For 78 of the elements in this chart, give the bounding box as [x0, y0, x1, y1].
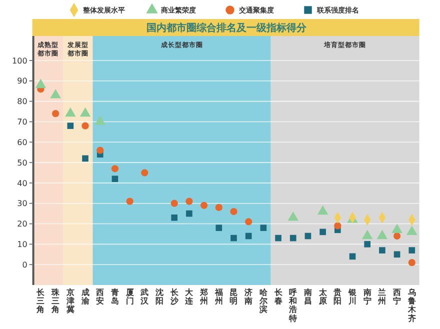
- point: [230, 208, 238, 216]
- x-tick-label: 兰州: [377, 288, 386, 306]
- point: [126, 198, 134, 205]
- x-tick-label: 福州: [214, 288, 223, 306]
- y-tick-label: 90: [17, 76, 28, 86]
- point: [349, 253, 356, 260]
- x-tick-label: 贵阳: [332, 288, 342, 306]
- point: [112, 176, 118, 182]
- x-tick-label: 银川: [347, 288, 358, 306]
- x-tick-label: 长三角: [36, 288, 46, 314]
- y-tick-label: 50: [17, 158, 28, 168]
- x-tick-label: 厦门: [124, 288, 134, 306]
- point: [141, 169, 148, 176]
- point: [334, 222, 342, 230]
- x-tick-label: 大连: [184, 288, 194, 306]
- point: [186, 210, 192, 217]
- x-tick-label: 南昌: [302, 288, 312, 306]
- y-tick-label: 0: [22, 260, 28, 270]
- y-tick-label: 70: [17, 118, 28, 127]
- point: [317, 205, 328, 215]
- point: [408, 247, 416, 254]
- point: [215, 204, 222, 212]
- x-tick-label: 哈尔滨: [258, 288, 268, 314]
- chart-title: 国内都市圈综合排名及一级指标得分: [146, 22, 308, 34]
- y-tick-label: 10: [17, 240, 28, 249]
- point: [96, 146, 104, 154]
- x-tick-label: 乌鲁木齐: [406, 288, 417, 323]
- x-tick-label: 太原: [318, 288, 328, 306]
- point: [111, 165, 119, 172]
- point: [52, 110, 60, 118]
- y-tick-label: 40: [17, 178, 28, 188]
- point: [94, 116, 106, 125]
- x-tick-label: 武汉: [140, 288, 150, 306]
- x-tick-label: 京津冀: [65, 288, 74, 314]
- point: [379, 247, 386, 254]
- x-tick-label: 昆明: [230, 288, 238, 306]
- point: [35, 78, 46, 88]
- point: [320, 228, 326, 236]
- point: [50, 88, 61, 98]
- point: [230, 234, 237, 242]
- point: [171, 214, 178, 221]
- point: [186, 198, 193, 205]
- point: [245, 232, 252, 240]
- x-tick-label: 沈阳: [154, 288, 164, 306]
- x-tick-label: 济南: [244, 287, 253, 306]
- point: [67, 122, 74, 129]
- point: [200, 202, 208, 209]
- point: [408, 258, 416, 266]
- x-tick-label: 珠三角: [50, 288, 61, 314]
- x-tick-label: 西宁: [392, 288, 402, 306]
- point: [364, 241, 370, 248]
- point: [275, 234, 282, 242]
- point: [245, 218, 252, 226]
- point: [290, 234, 296, 242]
- x-tick-label: 长春: [273, 288, 284, 306]
- x-tick-label: 郑州: [199, 288, 208, 306]
- y-tick-label: 80: [17, 97, 28, 106]
- point: [304, 232, 312, 240]
- x-tick-label: 呼和浩特: [288, 288, 298, 323]
- point: [393, 232, 401, 240]
- y-tick-label: 60: [17, 138, 28, 147]
- point: [82, 155, 88, 162]
- point: [394, 251, 400, 258]
- point: [82, 122, 89, 130]
- point: [80, 107, 91, 117]
- y-tick-label: 20: [17, 220, 28, 229]
- x-tick-label: 成渝: [80, 288, 90, 306]
- point: [65, 107, 76, 117]
- point: [216, 224, 222, 232]
- x-tick-label: 西安: [95, 288, 104, 306]
- y-tick-label: 100: [12, 56, 28, 66]
- y-tick-label: 30: [17, 199, 28, 208]
- x-tick-label: 南宁: [362, 288, 372, 306]
- x-tick-label: 青岛: [110, 288, 119, 306]
- x-tick-label: 长沙: [169, 288, 180, 306]
- point: [170, 200, 178, 207]
- point: [260, 224, 267, 232]
- point: [406, 226, 418, 236]
